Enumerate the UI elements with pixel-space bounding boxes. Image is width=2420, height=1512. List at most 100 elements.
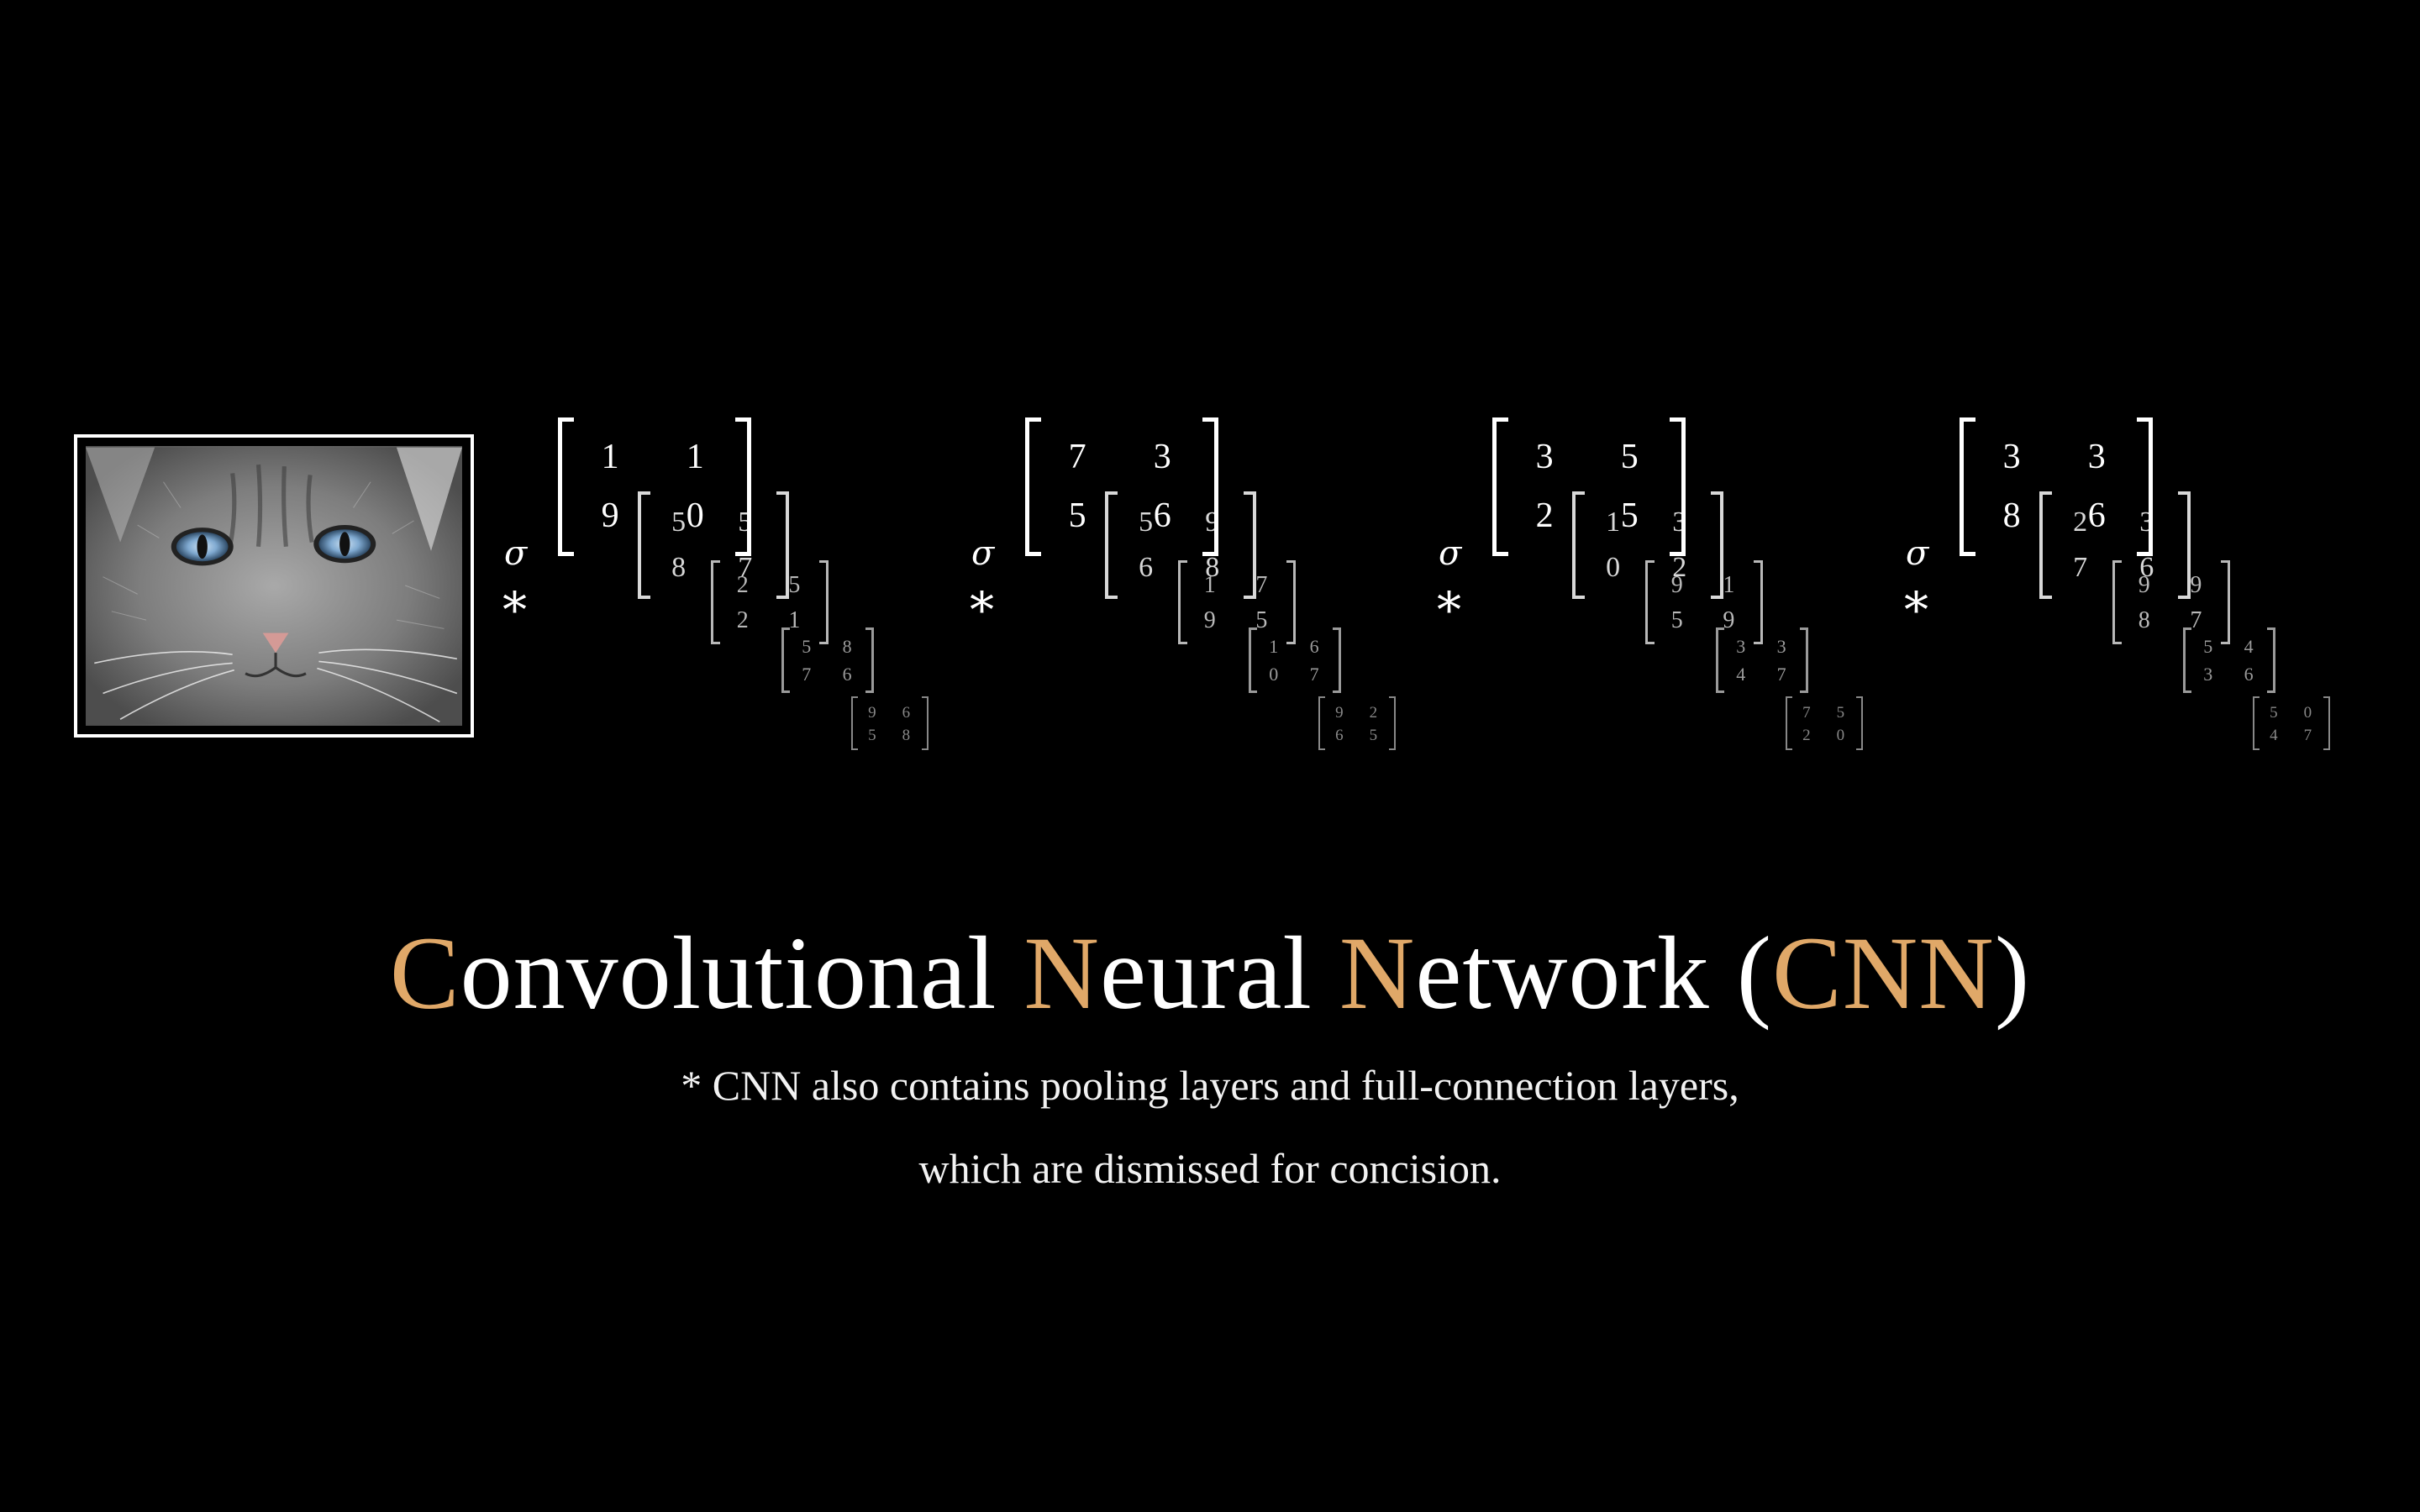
- kernel-value: 0: [2303, 704, 2312, 722]
- kernel-value: 8: [2138, 607, 2150, 633]
- right-bracket: [776, 491, 789, 599]
- kernel-value: 1: [601, 438, 619, 477]
- kernel-value: 5: [671, 507, 687, 538]
- kernel-value: 5: [2270, 704, 2278, 722]
- kernel-value: 4: [2270, 727, 2278, 745]
- activation-sigma: σ: [504, 534, 528, 573]
- kernel-value: 7: [1776, 664, 1786, 685]
- right-bracket: [2221, 560, 2230, 644]
- title-part-5: N: [1339, 916, 1416, 1031]
- left-bracket: [638, 491, 650, 599]
- kernel-matrix: 5 8 7 6: [781, 627, 874, 693]
- left-bracket: [1645, 560, 1655, 644]
- left-bracket: [1492, 417, 1508, 556]
- kernel-value: 7: [1255, 572, 1268, 598]
- kernel-value: 1: [686, 438, 704, 477]
- kernel-value: 6: [902, 704, 911, 722]
- kernel-matrix: 7 5 2 0: [1786, 696, 1863, 750]
- right-bracket: [1711, 491, 1723, 599]
- left-bracket: [2183, 627, 2191, 693]
- right-bracket: [1670, 417, 1686, 556]
- kernel-value: 0: [1269, 664, 1279, 685]
- kernel-matrix: 5 0 4 7: [2253, 696, 2330, 750]
- kernel-value: 5: [1255, 607, 1268, 633]
- left-bracket: [2112, 560, 2122, 644]
- kernel-value: 5: [1836, 704, 1845, 722]
- left-bracket: [781, 627, 790, 693]
- kernel-value: 0: [1606, 552, 1621, 584]
- kernel-value: 6: [2244, 664, 2254, 685]
- kernel-value: 6: [1153, 496, 1171, 535]
- kernel-value: 7: [802, 664, 812, 685]
- left-bracket: [1572, 491, 1585, 599]
- title-part-4: eural: [1100, 916, 1339, 1031]
- kernel-value: 3: [2203, 664, 2213, 685]
- right-bracket: [1800, 627, 1808, 693]
- kernel-matrix: 2 5 2 1: [711, 560, 829, 644]
- kernel-matrix: 3 3 4 7: [1716, 627, 1808, 693]
- kernel-matrix: 5 4 3 6: [2183, 627, 2275, 693]
- kernel-value: 5: [1068, 496, 1086, 535]
- kernel-value: 6: [2139, 552, 2154, 584]
- kernel-value: 8: [842, 636, 852, 658]
- kernel-value: 0: [1836, 727, 1845, 745]
- title-part-2: onvolutional: [460, 916, 1024, 1031]
- kernel-value: 7: [1802, 704, 1811, 722]
- kernel-value: 9: [601, 496, 619, 535]
- kernel-value: 2: [1535, 496, 1554, 535]
- title-part-7: CNN: [1772, 916, 1995, 1031]
- kernel-value: 9: [1203, 607, 1216, 633]
- kernel-value: 2: [1672, 552, 1687, 584]
- kernel-value: 3: [2002, 438, 2021, 477]
- right-bracket: [2323, 696, 2330, 750]
- kernel-value: 2: [736, 607, 749, 633]
- left-bracket: [1716, 627, 1724, 693]
- left-bracket: [851, 696, 858, 750]
- kernel-value: 5: [2203, 636, 2213, 658]
- kernel-value: 1: [788, 607, 801, 633]
- kernel-value: 9: [868, 704, 876, 722]
- left-bracket: [1178, 560, 1187, 644]
- left-bracket: [1249, 627, 1257, 693]
- kernel-value: 7: [2303, 727, 2312, 745]
- footnote-line-1: * CNN also contains pooling layers and f…: [681, 1062, 1739, 1109]
- kernel-value: 7: [1309, 664, 1319, 685]
- activation-sigma: σ: [971, 534, 995, 573]
- left-bracket: [1786, 696, 1792, 750]
- right-bracket: [922, 696, 929, 750]
- kernel-value: 8: [1205, 552, 1220, 584]
- kernel-value: 5: [1369, 727, 1378, 745]
- kernel-value: 5: [1670, 607, 1683, 633]
- kernel-value: 2: [1369, 704, 1378, 722]
- cat-photo-frame: [74, 434, 474, 738]
- right-bracket: [1286, 560, 1296, 644]
- kernel-value: 1: [1269, 636, 1279, 658]
- right-bracket: [1244, 491, 1256, 599]
- kernel-value: 3: [1535, 438, 1554, 477]
- kernel-matrix: 9 2 6 5: [1318, 696, 1396, 750]
- kernel-value: 2: [2073, 507, 2088, 538]
- kernel-value: 9: [2138, 572, 2150, 598]
- right-bracket: [1856, 696, 1863, 750]
- kernel-matrix: 3 5 2 5: [1492, 417, 1686, 556]
- kernel-matrix: 9 1 5 9: [1645, 560, 1763, 644]
- kernel-value: 5: [868, 727, 876, 745]
- right-bracket: [735, 417, 751, 556]
- kernel-value: 5: [1139, 507, 1154, 538]
- kernel-value: 4: [1736, 664, 1746, 685]
- kernel-value: 1: [1203, 572, 1216, 598]
- right-bracket: [865, 627, 874, 693]
- left-bracket: [2039, 491, 2052, 599]
- kernel-value: 7: [2190, 607, 2202, 633]
- kernel-value: 7: [738, 552, 753, 584]
- right-bracket: [1754, 560, 1763, 644]
- cat-photo-icon: [86, 446, 462, 726]
- left-bracket: [1025, 417, 1041, 556]
- kernel-value: 6: [1309, 636, 1319, 658]
- kernel-value: 5: [802, 636, 812, 658]
- kernel-value: 2: [1802, 727, 1811, 745]
- kernel-value: 9: [1335, 704, 1344, 722]
